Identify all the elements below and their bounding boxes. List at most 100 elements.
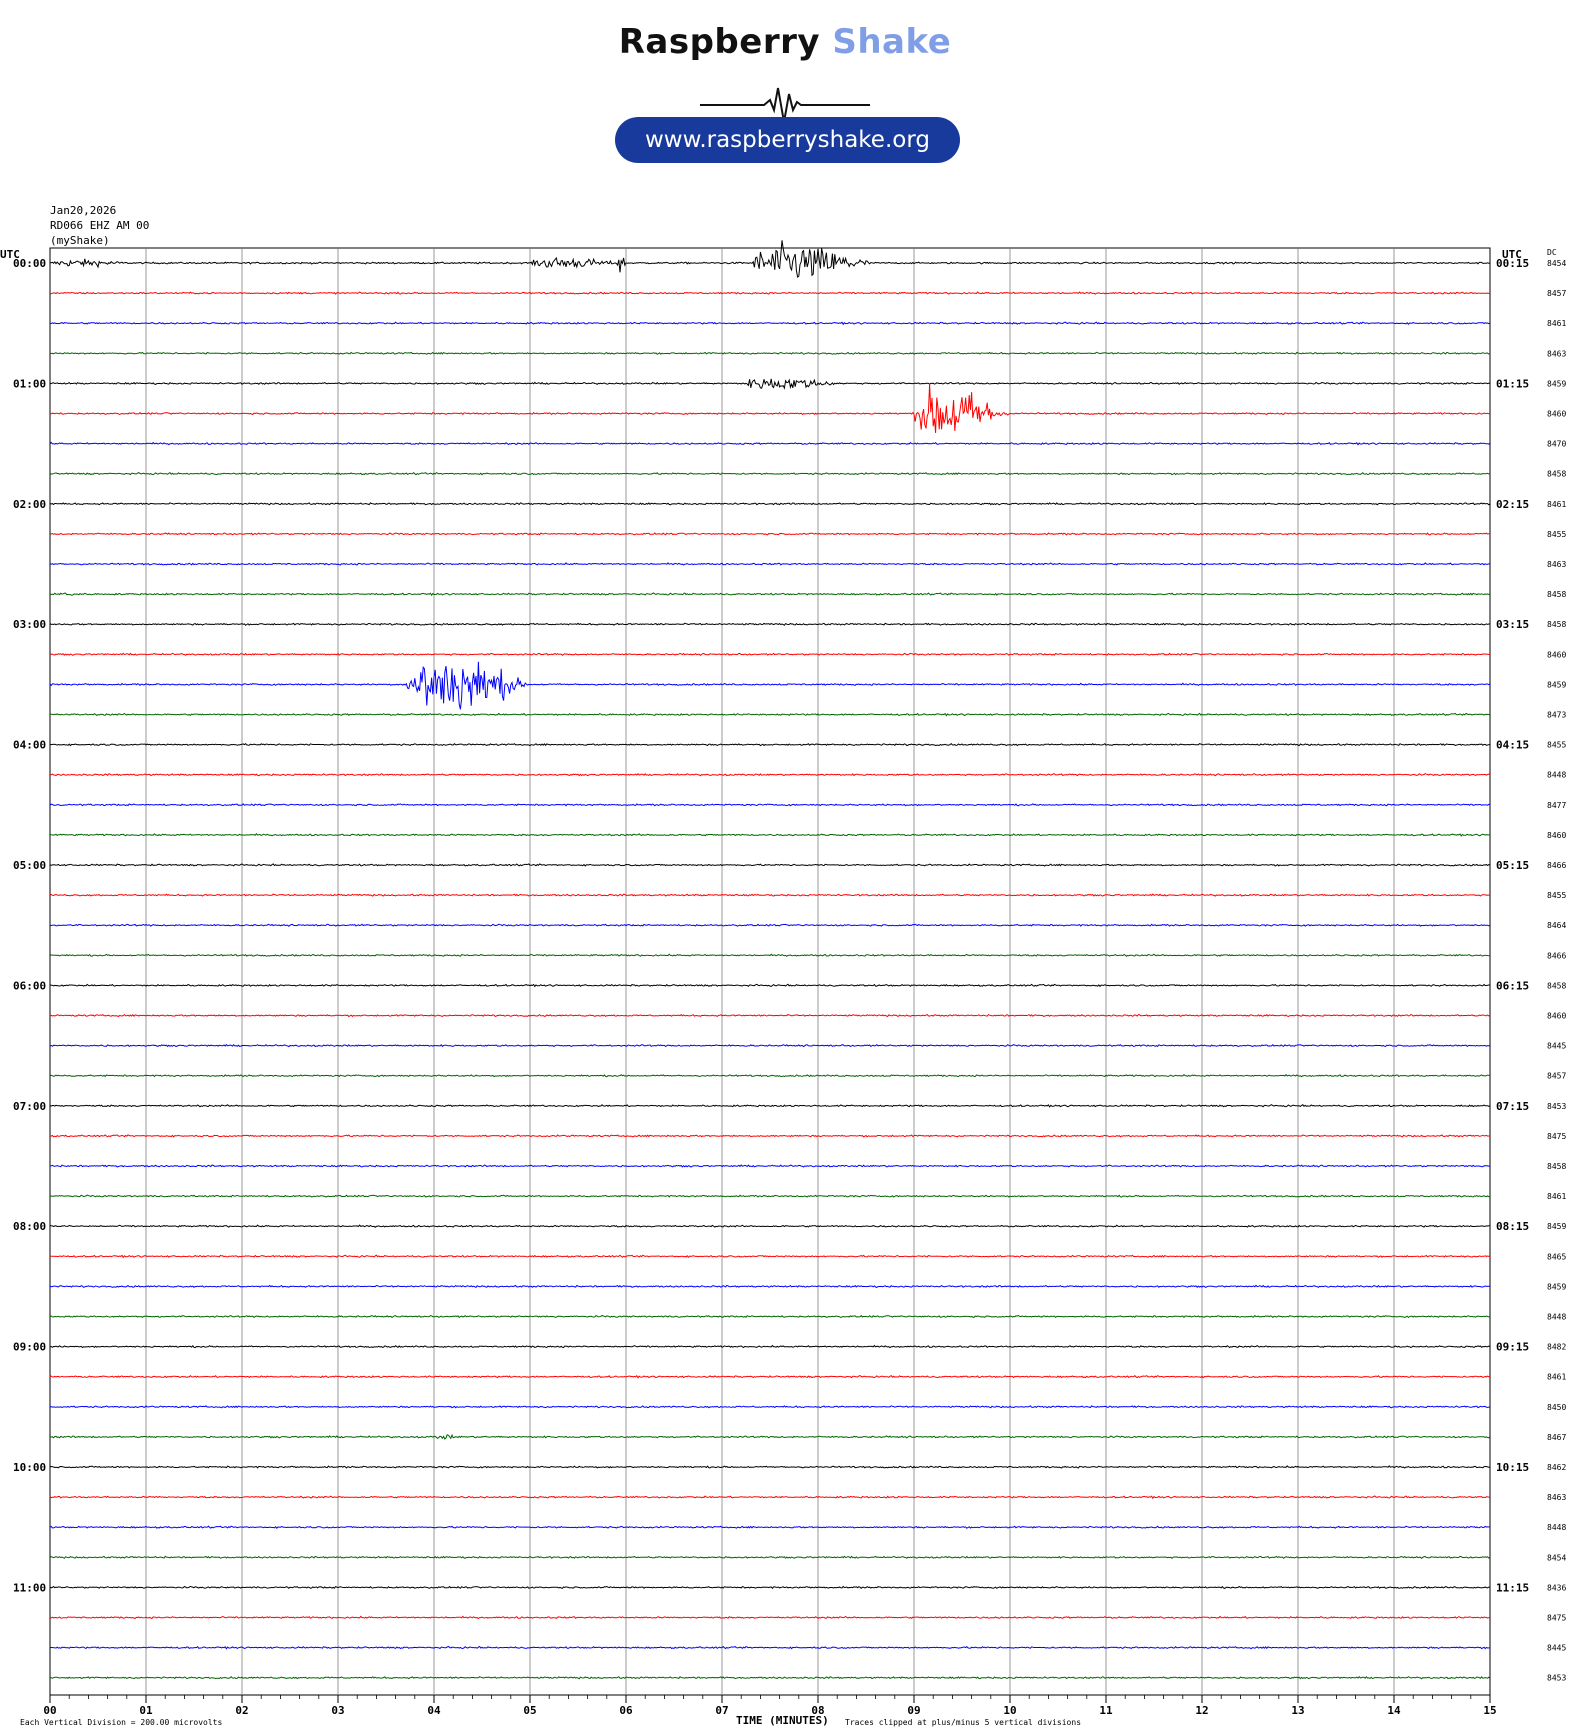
- trace-layer: [49, 240, 1491, 1680]
- dc-offset-label: 8460: [1547, 831, 1566, 840]
- left-hour-label: 02:00: [13, 498, 46, 511]
- dc-offset-label: 8461: [1547, 500, 1566, 509]
- dc-offset-label: 8463: [1547, 1493, 1566, 1502]
- trace-line: [49, 291, 1490, 295]
- left-hour-label: 01:00: [13, 377, 46, 390]
- trace-line: [50, 983, 1491, 988]
- trace-line: [49, 1284, 1491, 1289]
- left-axis-title: UTC: [0, 248, 20, 261]
- trace-line: [49, 1134, 1491, 1138]
- trace-line: [49, 953, 1491, 957]
- right-axis-title: UTC: [1502, 248, 1522, 261]
- trace-line: [49, 1555, 1491, 1559]
- left-hour-label: 08:00: [13, 1220, 46, 1233]
- x-tick-label: 02: [235, 1704, 248, 1717]
- x-tick-label: 15: [1483, 1704, 1496, 1717]
- trace-line: [49, 1433, 1491, 1440]
- station-channel-label: RD066 EHZ AM 00: [50, 219, 150, 232]
- left-hour-label: 11:00: [13, 1581, 46, 1594]
- dc-offset-label: 8454: [1547, 259, 1566, 268]
- record-date: Jan20,2026: [50, 204, 117, 217]
- x-tick-label: 04: [427, 1704, 441, 1717]
- logo-word-raspberry: Raspberry: [618, 22, 821, 62]
- left-hour-label: 10:00: [13, 1461, 46, 1474]
- trace-line: [49, 1073, 1491, 1078]
- dc-offset-label: 8453: [1547, 1674, 1566, 1683]
- dc-offset-label: 8445: [1547, 1644, 1566, 1653]
- right-hour-label: 10:15: [1496, 1461, 1529, 1474]
- left-hour-label: 07:00: [13, 1100, 46, 1113]
- dc-offset-label: 8454: [1547, 1553, 1566, 1562]
- website-link-button[interactable]: www.raspberryshake.org: [615, 117, 960, 163]
- right-hour-label: 01:15: [1496, 377, 1529, 390]
- trace-line: [49, 1525, 1491, 1529]
- right-hour-label: 02:15: [1496, 498, 1529, 511]
- trace-line: [49, 1254, 1491, 1259]
- dc-offset-label: 8463: [1547, 560, 1566, 569]
- trace-line: [50, 712, 1491, 717]
- trace-line: [49, 502, 1491, 506]
- dc-offset-label: 8457: [1547, 1072, 1566, 1081]
- dc-offset-label: 8475: [1547, 1132, 1566, 1141]
- x-tick-label: 03: [331, 1704, 344, 1717]
- x-tick-label: 01: [139, 1704, 153, 1717]
- trace-line: [49, 1043, 1490, 1048]
- trace-line: [49, 622, 1491, 626]
- x-tick-label: 08: [811, 1704, 824, 1717]
- x-tick-label: 06: [619, 1704, 633, 1717]
- trace-line: [49, 351, 1491, 355]
- dc-offset-label: 8461: [1547, 1192, 1566, 1201]
- dc-offset-label: 8460: [1547, 1012, 1566, 1021]
- dc-offset-label: 8455: [1547, 891, 1566, 900]
- trace-line: [50, 321, 1491, 326]
- left-hour-label: 09:00: [13, 1341, 46, 1354]
- dc-offset-label: 8436: [1547, 1583, 1566, 1592]
- trace-line: [49, 772, 1491, 777]
- dc-offset-label: 8461: [1547, 319, 1566, 328]
- right-hour-label: 08:15: [1496, 1220, 1529, 1233]
- dc-offset-label: 8459: [1547, 680, 1566, 689]
- x-tick-label: 05: [523, 1704, 536, 1717]
- trace-line: [49, 562, 1490, 566]
- right-hour-label: 11:15: [1496, 1581, 1529, 1594]
- x-tick-label: 10: [1003, 1704, 1016, 1717]
- dc-offset-label: 8458: [1547, 590, 1566, 599]
- trace-line: [49, 378, 1491, 390]
- dc-offset-label: 8445: [1547, 1042, 1566, 1051]
- trace-line: [49, 1013, 1491, 1018]
- left-hour-label: 03:00: [13, 618, 46, 631]
- right-hour-label: 07:15: [1496, 1100, 1529, 1113]
- dc-offset-label: 8473: [1547, 711, 1566, 720]
- x-tick-label: 14: [1387, 1704, 1401, 1717]
- dc-offset-label: 8482: [1547, 1343, 1566, 1352]
- left-hour-label: 04:00: [13, 739, 46, 752]
- dc-offset-label: 8470: [1547, 440, 1566, 449]
- trace-line: [49, 1224, 1490, 1228]
- dc-offset-label: 8460: [1547, 650, 1566, 659]
- right-hour-label: 06:15: [1496, 979, 1529, 992]
- trace-line: [49, 1615, 1490, 1620]
- dc-offset-label: 8458: [1547, 981, 1566, 990]
- dc-offset-label: 8462: [1547, 1463, 1566, 1472]
- trace-line: [49, 1314, 1490, 1319]
- dc-offset-label: 8450: [1547, 1403, 1566, 1412]
- trace-line: [49, 1374, 1490, 1379]
- label-layer: 00 01 02 03 04 05 06 07 08 09 10 11 12 13 14 15 UTC UTC DC…: [0, 248, 1566, 1717]
- trace-line: [49, 1495, 1491, 1500]
- trace-line: [49, 471, 1491, 476]
- trace-line: [49, 1194, 1491, 1198]
- dc-offset-label: 8477: [1547, 801, 1566, 810]
- dc-offset-label: 8455: [1547, 530, 1566, 539]
- trace-line: [49, 1104, 1491, 1108]
- app-label: (myShake): [50, 234, 110, 247]
- trace-line: [49, 833, 1491, 837]
- logo-title: Raspberry Shake: [600, 22, 970, 62]
- x-tick-label: 13: [1291, 1704, 1304, 1717]
- dc-offset-label: 8458: [1547, 620, 1566, 629]
- left-hour-label: 06:00: [13, 979, 46, 992]
- dc-offset-label: 8459: [1547, 379, 1566, 388]
- dc-column-title: DC: [1547, 248, 1557, 257]
- dc-offset-label: 8459: [1547, 1222, 1566, 1231]
- dc-offset-label: 8466: [1547, 861, 1566, 870]
